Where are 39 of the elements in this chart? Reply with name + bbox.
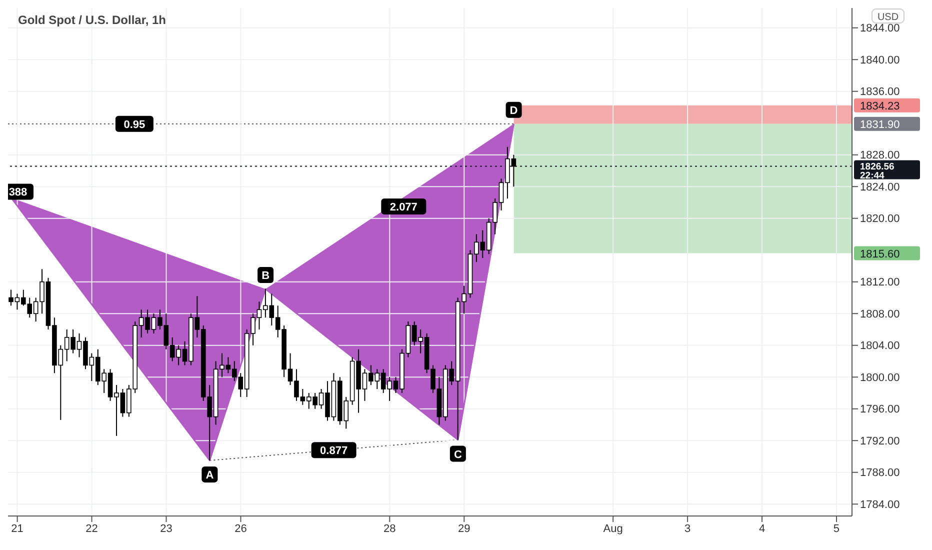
x-tick-label: 28 [384, 522, 396, 535]
y-tick-label: 1808.00 [860, 308, 900, 320]
data-label: C [454, 448, 462, 461]
annotation: 2.077 [390, 201, 418, 214]
y-tick-label: 1796.00 [860, 404, 900, 416]
x-tick-label: 5 [833, 522, 840, 535]
x-tick-label: 22 [86, 522, 98, 535]
text: 22:44 [860, 170, 886, 182]
y-tick-label: 1836.00 [860, 86, 900, 98]
band-label: 1815.60 [860, 248, 900, 260]
x-tick-label: 29 [458, 522, 470, 535]
y-axis-title: USD [877, 12, 899, 23]
x-tick-label: 4 [758, 522, 766, 535]
x-tick-label: 23 [160, 522, 172, 535]
annotation: 0.95 [124, 118, 146, 131]
x-tick-label: 26 [234, 522, 247, 535]
x-tick-label: 21 [11, 522, 24, 535]
band-label: 1834.23 [860, 100, 900, 112]
x-tick-label: Aug [603, 522, 623, 535]
y-tick-label: 1820.00 [860, 213, 900, 226]
y-tick-label: 1800.00 [860, 372, 900, 384]
y-tick-label: 1792.00 [860, 436, 900, 448]
data-label: B [262, 270, 270, 282]
annotation: 388 [8, 186, 28, 199]
annotation: 0.877 [320, 445, 348, 458]
y-tick-label: 1784.00 [860, 499, 900, 511]
text: 1831.90 [860, 118, 900, 131]
y-tick-label: 1844.00 [860, 22, 900, 35]
y-tick-label: 1828.00 [860, 150, 900, 162]
data-label: A [206, 469, 214, 482]
ref-line-label: 1826.56 [860, 161, 894, 172]
y-tick-label: 1824.00 [860, 182, 900, 194]
y-tick-label: 1804.00 [860, 340, 900, 352]
chart-title: Gold Spot / U.S. Dollar, 1h [18, 13, 166, 27]
y-tick-label: 1788.00 [860, 467, 900, 480]
x-tick-label: 3 [684, 522, 691, 535]
y-tick-label: 1840.00 [860, 54, 900, 66]
data-label: D [510, 104, 518, 117]
y-tick-label: 1812.00 [860, 276, 900, 289]
